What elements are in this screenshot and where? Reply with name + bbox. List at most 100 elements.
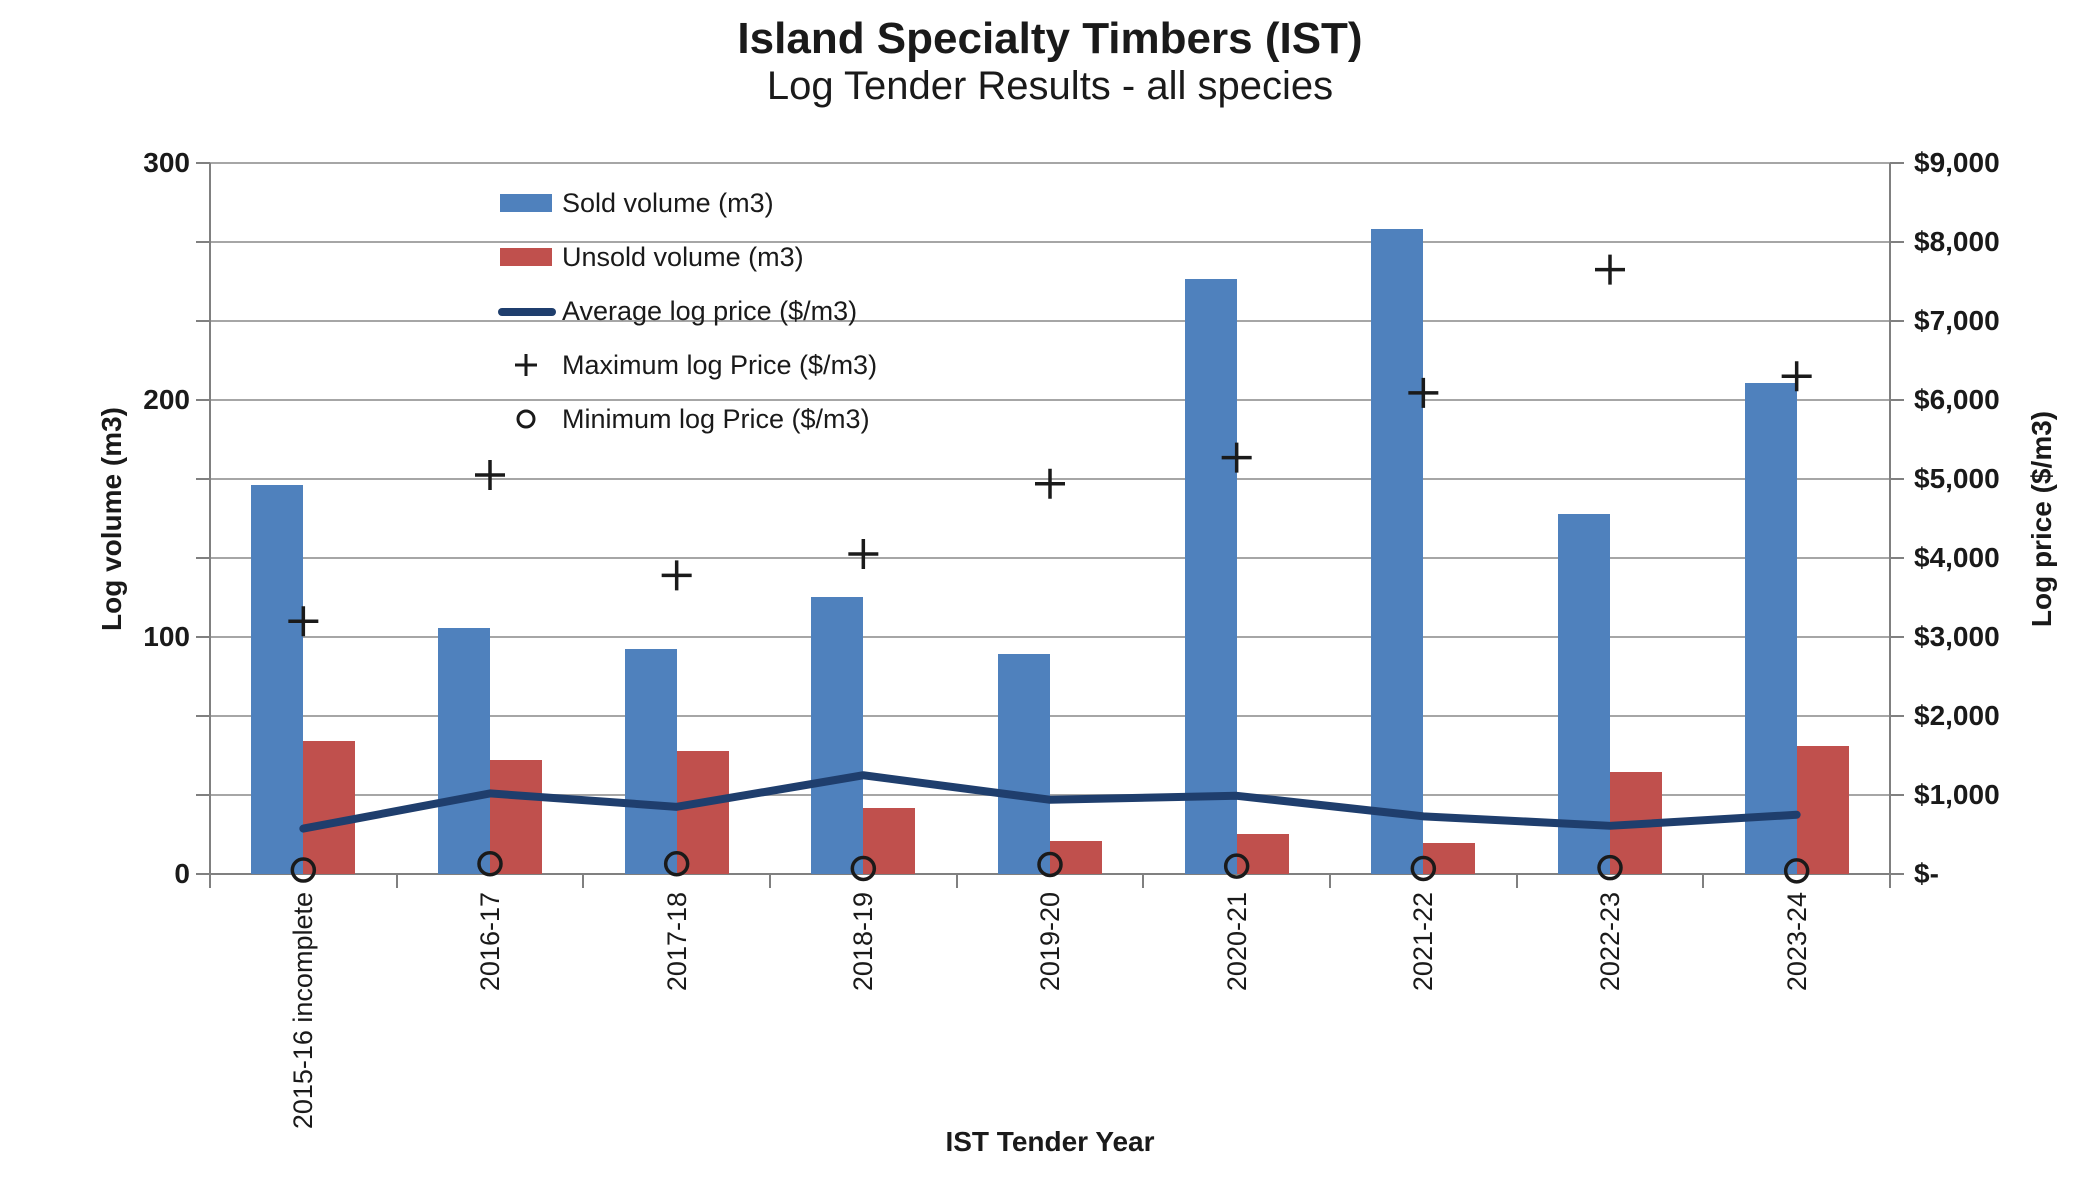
right-axis-tick (1890, 557, 1904, 559)
right-axis-tick (1890, 320, 1904, 322)
x-axis-tick (769, 874, 771, 888)
x-axis-tick (1889, 874, 1891, 888)
max-price-marker (288, 606, 319, 637)
line-legend-swatch (498, 284, 556, 338)
gridline (210, 715, 1890, 717)
min-price-marker (1037, 851, 1063, 878)
x-axis-tick-label: 2023-24 (1781, 892, 1812, 992)
bar-sold (1184, 279, 1237, 874)
right-axis-tick (1890, 162, 1904, 164)
left-axis-tick (196, 320, 210, 322)
gridline (210, 557, 1890, 559)
right-axis-tick-label: $4,000 (1914, 542, 2000, 573)
bar-sold (1744, 383, 1797, 874)
legend-item: Maximum log Price ($/m3) (500, 338, 877, 392)
sold-bar-legend-swatch (500, 176, 552, 230)
min-price-marker (1783, 858, 1810, 884)
x-axis-tick-label: 2018-19 (848, 892, 879, 992)
left-axis-tick-label: 0 (174, 858, 190, 889)
right-axis-tick (1890, 873, 1904, 875)
min-price-marker (1597, 854, 1623, 881)
max-price-marker (1221, 442, 1252, 473)
gridline (210, 162, 1890, 164)
x-axis-tick (1329, 874, 1331, 888)
x-axis-tick (582, 874, 585, 888)
right-axis-title: Log price ($/m3) (2026, 410, 2057, 628)
left-axis-line (209, 163, 211, 874)
bar-unsold (1796, 746, 1849, 874)
max-price-marker (661, 560, 692, 591)
x-axis-tick-label: 2017-18 (661, 892, 692, 992)
chart-title: Island Specialty Timbers (IST) (737, 14, 1363, 63)
gridline (210, 320, 1890, 322)
min-price-marker (1223, 853, 1250, 879)
right-axis-tick (1890, 794, 1904, 796)
right-axis-tick-label: $6,000 (1914, 384, 2000, 415)
right-axis-tick (1890, 241, 1904, 243)
avg-price-line (299, 771, 1801, 833)
x-axis-tick-label: 2015-16 incomplete (288, 892, 319, 1130)
min-price-marker (477, 850, 503, 877)
legend-item-label: Sold volume (m3) (562, 187, 774, 218)
left-axis-tick-label: 100 (143, 621, 190, 652)
gridline (210, 636, 1890, 638)
bar-unsold (303, 741, 356, 874)
left-axis-tick (196, 557, 210, 559)
right-axis-line (1889, 163, 1891, 874)
right-axis-tick-label: $7,000 (1914, 305, 2000, 336)
max-price-marker (475, 460, 505, 491)
left-axis-tick (196, 399, 210, 401)
max-price-marker (1595, 254, 1625, 285)
x-axis-tick-label: 2019-20 (1035, 892, 1065, 992)
left-axis-tick-label: 300 (143, 147, 190, 178)
min-price-marker (1410, 855, 1437, 882)
bar-unsold (1423, 843, 1476, 874)
left-axis-tick (196, 241, 210, 243)
x-axis-title: IST Tender Year (945, 1126, 1155, 1157)
left-axis-tick (196, 162, 210, 164)
left-axis-tick-label: 200 (143, 384, 190, 415)
right-axis-tick-label: $1,000 (1914, 779, 2000, 810)
left-axis-tick (196, 873, 210, 875)
x-axis-tick (1142, 874, 1145, 888)
right-axis-tick-label: $2,000 (1914, 700, 2000, 731)
min-price-marker (663, 850, 690, 877)
right-axis-tick-label: $5,000 (1914, 463, 2000, 494)
bar-sold (811, 596, 864, 874)
legend-item: Average log price ($/m3) (498, 284, 858, 338)
max-price-marker (1781, 361, 1812, 392)
legend-item: Minimum log Price ($/m3) (500, 392, 870, 446)
right-axis-tick (1890, 715, 1904, 717)
gridline (210, 399, 1890, 401)
max-price-marker (848, 539, 879, 570)
right-axis-tick (1890, 636, 1904, 638)
x-axis-tick (209, 874, 211, 888)
right-axis-tick-label: $9,000 (1914, 147, 2000, 178)
right-axis-tick (1890, 478, 1904, 480)
bar-sold (438, 627, 490, 874)
legend-item-label: Minimum log Price ($/m3) (562, 403, 870, 434)
bar-sold (624, 648, 677, 874)
legend-item-label: Average log price ($/m3) (562, 295, 858, 326)
chart-subtitle: Log Tender Results - all species (766, 64, 1334, 108)
left-axis-tick (196, 715, 210, 717)
gridline (210, 241, 1890, 243)
bar-unsold (1236, 833, 1289, 874)
bar-sold (998, 653, 1050, 874)
legend-item: Unsold volume (m3) (500, 230, 804, 284)
x-axis-tick (1702, 874, 1705, 888)
bar-sold (1371, 229, 1424, 874)
x-axis-tick (1515, 874, 1518, 888)
max-price-marker (1408, 377, 1439, 408)
left-axis-tick (196, 636, 210, 638)
right-axis-tick-label: $- (1914, 858, 1939, 889)
line-and-markers-layer (288, 254, 1812, 884)
left-axis-tick (196, 794, 210, 796)
bar-sold (251, 485, 304, 874)
unsold-bar-legend-swatch (500, 230, 552, 284)
left-axis-tick (196, 478, 210, 480)
x-axis-tick-label: 2020-21 (1221, 892, 1252, 992)
x-axis-tick-label: 2016-17 (475, 892, 505, 992)
legend-item-label: Maximum log Price ($/m3) (562, 349, 878, 380)
gridline (210, 794, 1890, 796)
